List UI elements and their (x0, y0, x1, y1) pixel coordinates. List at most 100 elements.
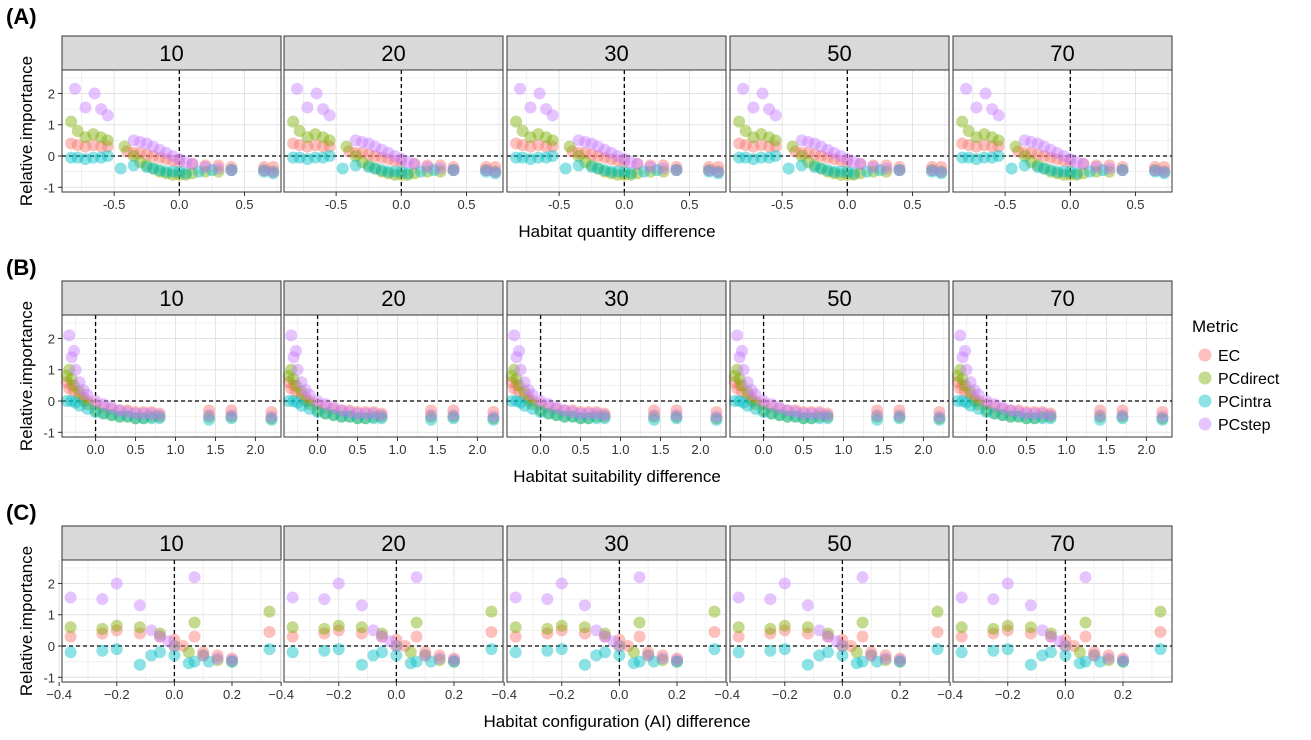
data-point (741, 376, 754, 389)
data-point (382, 165, 395, 178)
data-point (1116, 164, 1129, 177)
data-point (578, 599, 591, 612)
data-point (1102, 649, 1115, 662)
data-point (121, 410, 134, 423)
data-point (359, 412, 372, 425)
data-point (485, 605, 498, 618)
data-point (447, 160, 460, 173)
x-tick-label: 0.0 (170, 197, 188, 212)
data-point (572, 146, 585, 159)
data-point (509, 591, 522, 604)
data-point (410, 655, 423, 668)
data-point (203, 410, 216, 423)
data-point (197, 649, 210, 662)
data-point (1036, 624, 1049, 637)
data-point (367, 649, 380, 662)
data-point (287, 151, 300, 164)
data-point (745, 395, 758, 408)
data-point (286, 591, 299, 604)
data-point (258, 164, 271, 177)
data-point (582, 412, 595, 425)
data-point (769, 150, 782, 163)
data-point (747, 140, 760, 153)
data-point (656, 649, 669, 662)
data-point (542, 398, 555, 411)
data-point (821, 630, 834, 643)
data-point (986, 140, 999, 153)
data-point (980, 405, 993, 418)
series-pcstep (291, 82, 502, 178)
data-point (1077, 157, 1090, 170)
data-point (1031, 148, 1044, 161)
panel-letter: (C) (6, 500, 37, 525)
data-point (633, 616, 646, 629)
data-point (978, 139, 991, 152)
data-point (487, 410, 500, 423)
data-point (795, 150, 808, 163)
data-point (757, 404, 770, 417)
data-point (834, 168, 847, 181)
data-point (323, 134, 336, 147)
data-point (1024, 599, 1037, 612)
y-tick-label: -1 (43, 180, 55, 195)
data-point (332, 643, 345, 656)
data-point (962, 125, 975, 137)
data-point (173, 153, 186, 166)
data-point (579, 156, 592, 169)
data-point (592, 162, 605, 175)
data-point (712, 165, 725, 178)
data-point (480, 165, 493, 178)
data-point (996, 401, 1009, 414)
data-point (579, 146, 592, 159)
data-point (81, 395, 94, 408)
data-point (188, 571, 201, 584)
panel-border (729, 69, 950, 193)
data-point (516, 151, 529, 164)
data-point (65, 151, 78, 164)
data-point (1004, 404, 1017, 417)
data-point (295, 376, 308, 389)
data-point (813, 624, 826, 637)
data-point (894, 655, 907, 668)
data-point (879, 652, 892, 665)
data-point (894, 652, 907, 665)
legend-label: PCintra (1218, 394, 1271, 411)
data-point (532, 151, 545, 164)
data-point (89, 398, 102, 411)
data-point (448, 655, 461, 668)
data-point (1077, 167, 1090, 180)
data-point (805, 405, 818, 418)
data-point (510, 137, 523, 150)
data-point (962, 151, 975, 164)
data-point (225, 409, 238, 422)
data-point (958, 385, 971, 398)
data-point (375, 407, 388, 420)
data-point (327, 409, 340, 422)
data-point (598, 627, 611, 640)
data-point (618, 165, 631, 178)
data-point (1064, 168, 1077, 181)
data-point (160, 146, 173, 159)
facet-strip (952, 35, 1173, 71)
data-point (1057, 154, 1070, 167)
legend: Metric EC PCdirect PCintra PCstep (1192, 317, 1280, 434)
x-tick-label: 0.0 (1056, 687, 1074, 702)
data-point (541, 644, 554, 657)
plot-area (62, 315, 281, 437)
data-point (986, 151, 999, 164)
data-point (153, 410, 166, 423)
series-pcintra (509, 643, 721, 671)
data-point (836, 640, 849, 653)
data-point (956, 351, 969, 364)
x-tick-label: 0.5 (903, 197, 921, 212)
data-point (1012, 410, 1025, 423)
data-point (1057, 168, 1070, 181)
data-point (447, 409, 460, 422)
data-point (986, 103, 999, 116)
data-point (516, 125, 529, 137)
facet-strip (729, 525, 950, 561)
data-point (318, 593, 331, 606)
data-point (447, 164, 460, 177)
plot-area (953, 315, 1172, 437)
y-axis-title: Relative.importance (17, 546, 36, 696)
